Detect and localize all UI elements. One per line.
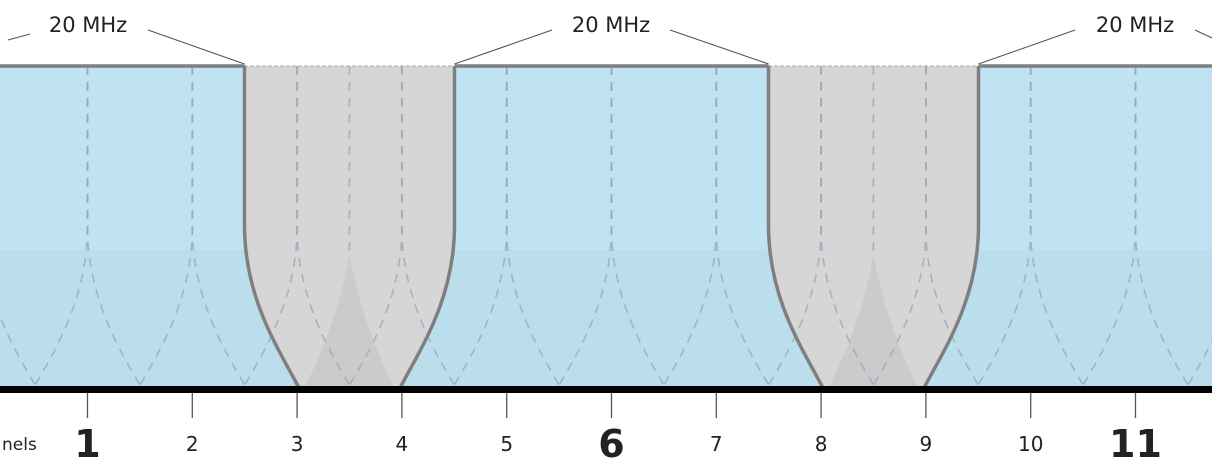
- baseline: [0, 386, 1212, 393]
- leader-line-right-b: [1195, 30, 1212, 38]
- channel-number-10: 10: [1018, 432, 1043, 456]
- leader-line-left-a: [8, 34, 30, 40]
- channel-axis: 1 2 3 4 5 6 7 8 9 10 11: [0, 386, 1212, 462]
- width-label-right: 20 MHz: [1096, 13, 1174, 37]
- channel-number-8: 8: [815, 432, 828, 456]
- channel-number-11: 11: [1109, 422, 1162, 462]
- width-label-center: 20 MHz: [572, 13, 650, 37]
- channel-number-4: 4: [396, 432, 409, 456]
- channel-number-5: 5: [500, 432, 513, 456]
- leader-line-center-b: [670, 30, 769, 64]
- width-label-left: 20 MHz: [49, 13, 127, 37]
- overlap-shading: [0, 250, 1212, 389]
- leader-line-left-b: [148, 30, 245, 64]
- channel-number-2: 2: [186, 432, 199, 456]
- channel-number-6: 6: [598, 422, 624, 462]
- channel-number-7: 7: [710, 432, 723, 456]
- channel-number-3: 3: [291, 432, 304, 456]
- axis-title: nels: [2, 435, 37, 455]
- leader-line-right-a: [979, 30, 1076, 64]
- channel-number-9: 9: [920, 432, 933, 456]
- channel-number-1: 1: [74, 422, 100, 462]
- leader-line-center-a: [455, 30, 553, 64]
